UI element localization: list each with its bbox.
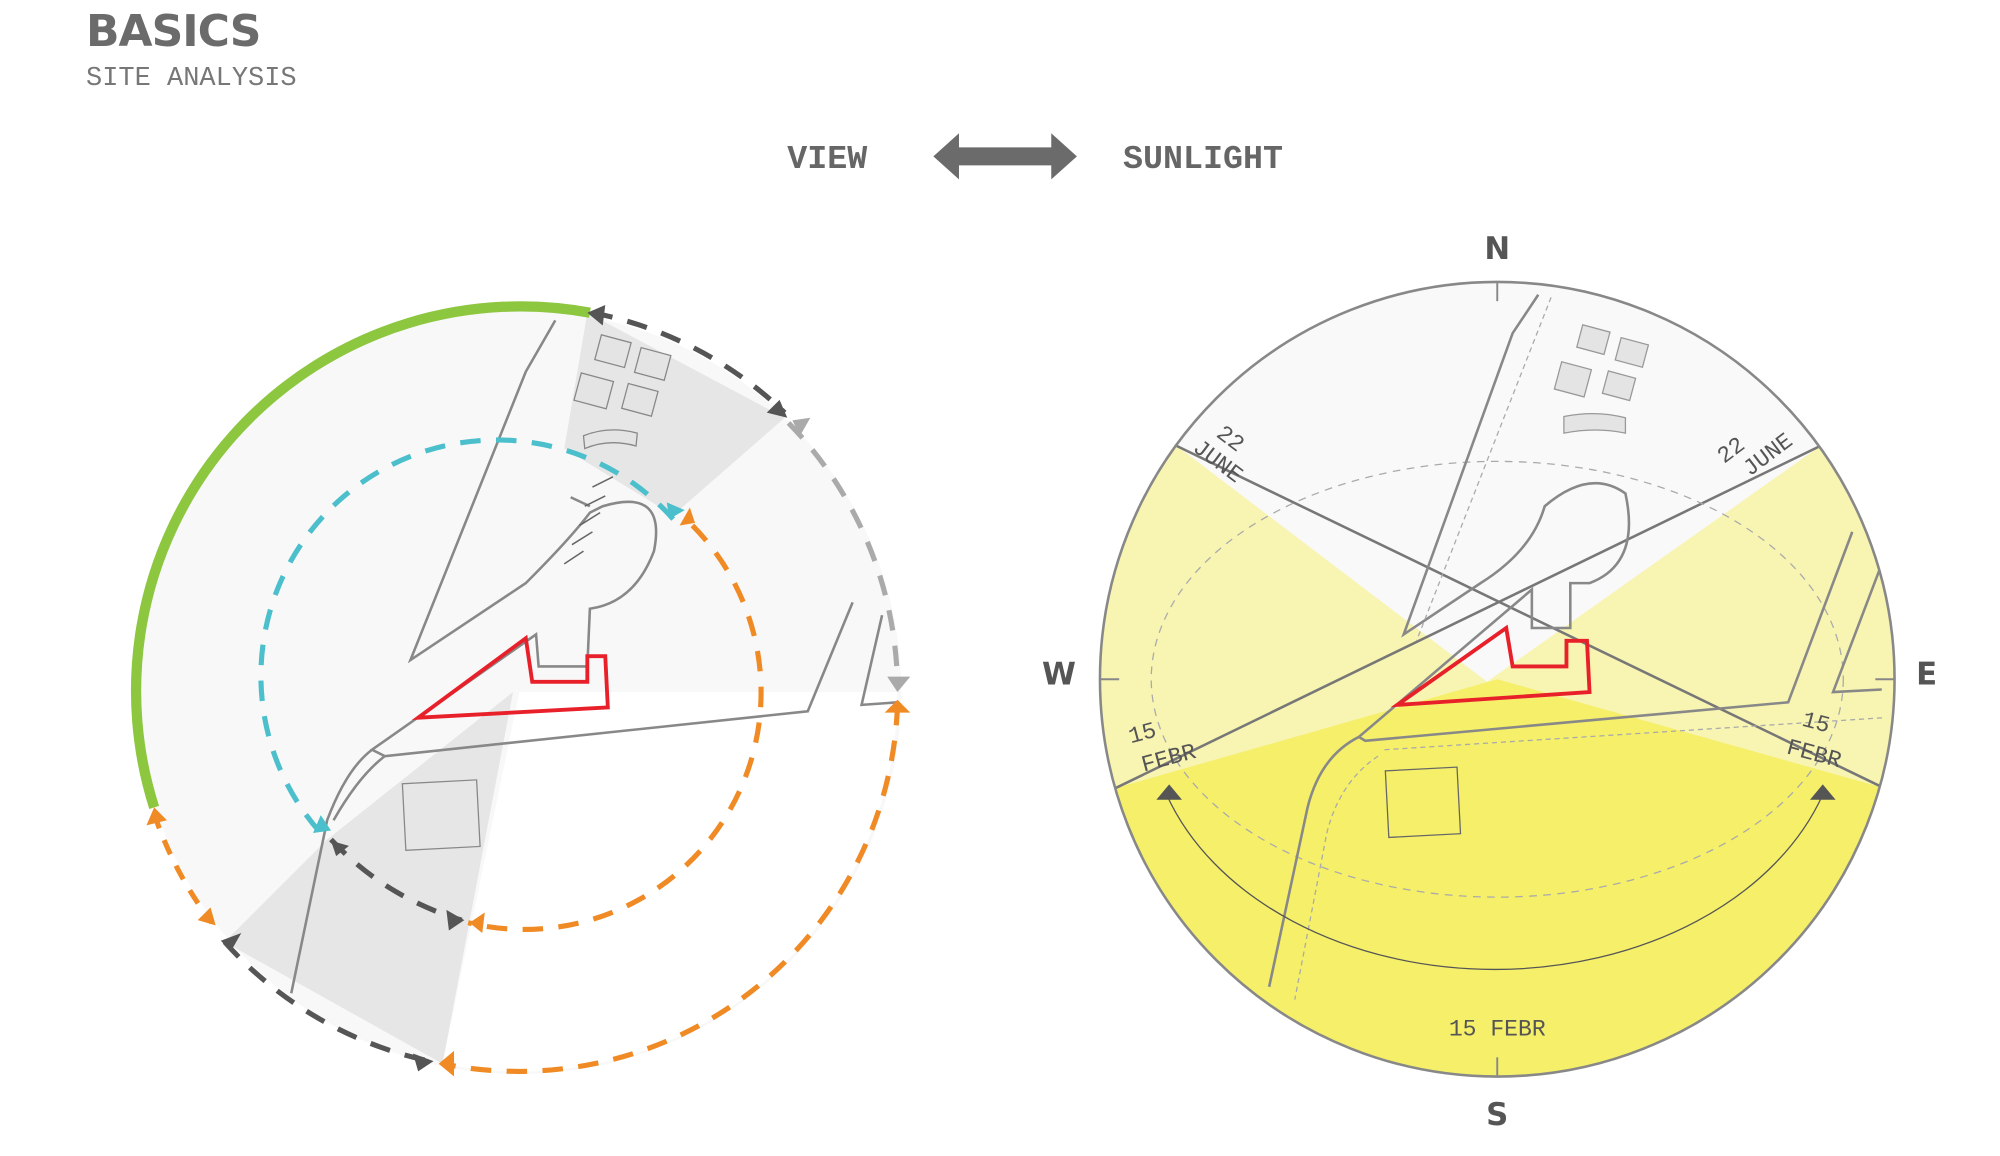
febr-south-label: 15 FEBR [1449, 1017, 1546, 1043]
pier-marks [563, 476, 614, 565]
febr-west-arrowhead [1156, 784, 1182, 800]
compass-south: S [1486, 1097, 1508, 1133]
febr-sun-arc [1166, 794, 1824, 971]
sun-buildings [1384, 324, 1650, 839]
page-subtitle: SITE ANALYSIS [86, 64, 297, 94]
compass-west: W [1042, 656, 1076, 692]
lower-dark-arc [222, 940, 431, 1064]
view-diagram [130, 301, 911, 1077]
view-label: VIEW [787, 141, 867, 179]
sun-coastline [1267, 294, 1883, 988]
sun-path-dashed [1150, 460, 1844, 898]
gray-arc [786, 421, 901, 686]
inner-view-arc [258, 437, 676, 835]
panorama-arc [130, 301, 591, 809]
febr-east-arrowhead [1809, 784, 1836, 800]
febr-east-day: 15 [1799, 707, 1832, 739]
coastline [290, 319, 898, 994]
inner-dark-arc [329, 837, 463, 923]
compass-north: N [1484, 231, 1510, 267]
outer-orange-arc [441, 704, 901, 1074]
buildings [401, 334, 672, 851]
site-outline [411, 634, 610, 720]
compass-ticks [1099, 281, 1895, 1077]
page-title: BASICS [86, 6, 261, 57]
sun-coast-offset [1294, 297, 1885, 1000]
double-arrow-icon [933, 133, 1077, 180]
sunlight-diagram: N S W E 22 JUNE 22 JUNE 15 FEBR 15 FEBR … [1042, 231, 1937, 1133]
sun-site-outline [1390, 624, 1592, 708]
compass-east: E [1916, 656, 1937, 692]
sunlight-label: SUNLIGHT [1123, 141, 1283, 179]
upper-dark-arc [591, 310, 787, 415]
june-east-sunline [1114, 444, 1821, 790]
inner-orange-arc [467, 523, 764, 932]
arrowheads [146, 305, 911, 1077]
